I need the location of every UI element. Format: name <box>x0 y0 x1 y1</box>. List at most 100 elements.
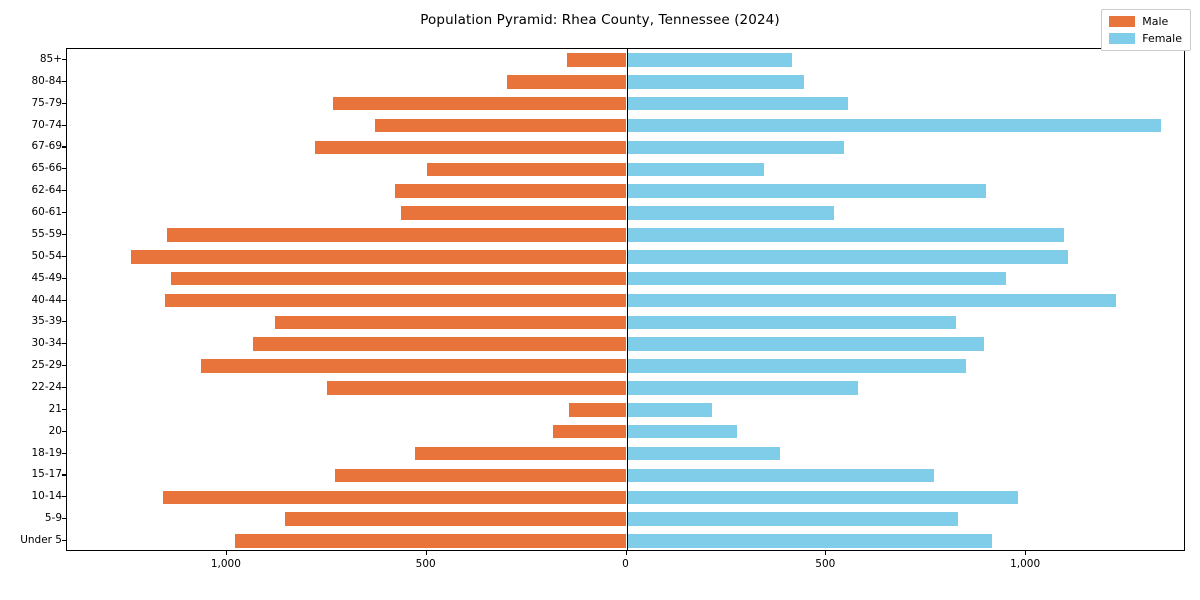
bar-row <box>67 118 1184 133</box>
bar-male-15-17 <box>334 468 627 483</box>
bar-male-20 <box>553 424 627 439</box>
legend-entry-female[interactable]: Female <box>1109 32 1182 45</box>
bar-row <box>67 271 1184 286</box>
y-tick-label: 18-19 <box>31 446 62 459</box>
bar-row <box>67 359 1184 373</box>
legend-label: Male <box>1142 15 1169 28</box>
y-tick-label: 15-17 <box>31 468 62 481</box>
zero-axis-line <box>626 49 628 550</box>
bar-female-75-79 <box>626 96 849 111</box>
bar-male-60-61 <box>400 206 627 220</box>
bar-male-35-39 <box>274 315 627 330</box>
bar-female-22-24 <box>626 381 859 395</box>
bar-row <box>67 53 1184 67</box>
bar-male-21 <box>568 403 627 417</box>
y-tick-mark <box>62 452 66 454</box>
bar-female-50-54 <box>626 249 1069 264</box>
bar-female-25-29 <box>626 359 967 373</box>
y-tick-label: 30-34 <box>31 337 62 350</box>
bar-male-30-34 <box>252 337 627 351</box>
y-tick-mark <box>62 255 66 257</box>
bar-row <box>67 228 1184 242</box>
bar-female-65-66 <box>626 162 765 177</box>
bar-male-25-29 <box>200 359 627 373</box>
y-tick-label: 5-9 <box>44 512 62 525</box>
y-tick-mark <box>62 146 66 148</box>
bar-male-62-64 <box>394 184 627 198</box>
y-tick-label: 25-29 <box>31 359 62 372</box>
legend-entry-male[interactable]: Male <box>1109 15 1182 28</box>
bar-male-under-5 <box>234 534 627 548</box>
bar-female-30-34 <box>626 337 985 351</box>
bar-row <box>67 534 1184 548</box>
bar-row <box>67 403 1184 417</box>
y-tick-mark <box>62 190 66 192</box>
y-tick-mark <box>62 365 66 367</box>
y-tick-label: 50-54 <box>31 249 62 262</box>
y-tick-label: 85+ <box>39 52 62 65</box>
x-tick-mark <box>225 551 227 555</box>
x-tick-label: 1,000 <box>210 558 241 570</box>
bar-male-65-66 <box>426 162 627 177</box>
bar-female-62-64 <box>626 184 987 198</box>
bar-row <box>67 206 1184 220</box>
bar-female-35-39 <box>626 315 957 330</box>
bar-row <box>67 337 1184 351</box>
chart-title: Population Pyramid: Rhea County, Tenness… <box>420 12 780 28</box>
y-tick-label: 20 <box>48 424 62 437</box>
bar-male-10-14 <box>162 490 627 505</box>
bar-female-67-69 <box>626 140 845 155</box>
bar-row <box>67 96 1184 111</box>
y-tick-label: 75-79 <box>31 96 62 109</box>
bar-row <box>67 162 1184 177</box>
bar-male-22-24 <box>326 381 627 395</box>
y-tick-mark <box>62 212 66 214</box>
bar-female-20 <box>626 424 738 439</box>
bar-female-40-44 <box>626 293 1117 308</box>
y-tick-label: 60-61 <box>31 206 62 219</box>
bar-row <box>67 75 1184 89</box>
y-tick-label: 80-84 <box>31 74 62 87</box>
y-tick-mark <box>62 277 66 279</box>
bar-female-70-74 <box>626 118 1161 133</box>
bar-row <box>67 446 1184 461</box>
y-tick-mark <box>62 474 66 476</box>
bar-row <box>67 424 1184 439</box>
bar-male-67-69 <box>314 140 627 155</box>
y-tick-mark <box>62 124 66 126</box>
y-tick-label: 67-69 <box>31 140 62 153</box>
y-tick-mark <box>62 540 66 542</box>
x-tick-mark <box>1025 551 1027 555</box>
y-tick-label: 62-64 <box>31 184 62 197</box>
y-tick-mark <box>62 386 66 389</box>
bar-row <box>67 184 1184 198</box>
plot-area <box>66 48 1185 551</box>
y-tick-label: 35-39 <box>31 315 62 328</box>
bar-male-40-44 <box>164 293 627 308</box>
y-tick-label: 70-74 <box>31 118 62 131</box>
y-tick-mark <box>62 233 66 235</box>
y-tick-mark <box>62 496 66 498</box>
bar-row <box>67 381 1184 395</box>
y-tick-label: Under 5 <box>20 534 62 547</box>
y-tick-mark <box>62 518 66 520</box>
y-tick-mark <box>62 80 66 82</box>
y-tick-label: 55-59 <box>31 227 62 240</box>
bar-male-80-84 <box>506 75 627 89</box>
y-tick-mark <box>62 343 66 345</box>
x-tick-label: 1,000 <box>1010 558 1041 570</box>
bar-row <box>67 315 1184 330</box>
bar-row <box>67 490 1184 505</box>
legend-label: Female <box>1142 32 1182 45</box>
x-tick-label: 500 <box>415 558 436 570</box>
y-tick-mark <box>62 430 66 432</box>
x-tick-label: 0 <box>622 558 629 570</box>
y-tick-label: 40-44 <box>31 293 62 306</box>
x-tick-label: 500 <box>815 558 836 570</box>
y-tick-label: 10-14 <box>31 490 62 503</box>
bar-male-50-54 <box>130 249 627 264</box>
bar-female-45-49 <box>626 271 1007 286</box>
bar-female-55-59 <box>626 228 1065 242</box>
bar-female-18-19 <box>626 446 781 461</box>
